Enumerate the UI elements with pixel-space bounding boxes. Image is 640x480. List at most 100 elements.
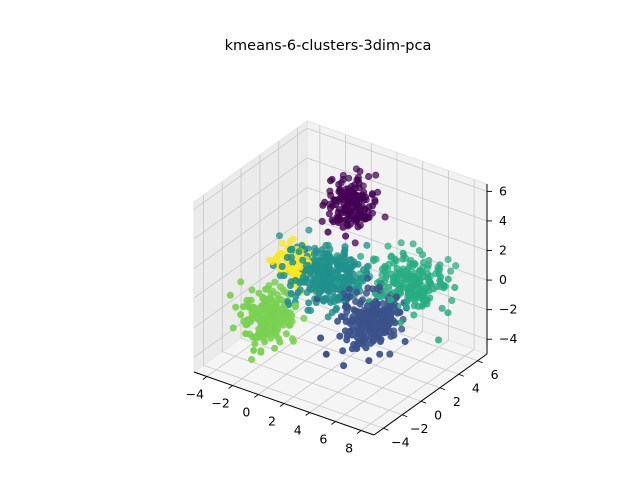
data-point-cluster-1 — [364, 274, 372, 282]
z-tick-label: 0 — [499, 272, 507, 287]
data-point-cluster-3 — [387, 252, 395, 260]
z-grid-left — [193, 187, 308, 269]
data-point-cluster-2 — [298, 242, 306, 250]
data-point-cluster-2 — [305, 299, 313, 307]
data-point-cluster-3 — [444, 309, 452, 317]
data-point-cluster-0 — [355, 204, 363, 212]
data-point-cluster-0 — [339, 223, 347, 231]
data-point-cluster-1 — [369, 337, 377, 345]
data-point-cluster-2 — [312, 260, 320, 268]
data-point-cluster-2 — [335, 293, 343, 301]
data-point-cluster-4 — [255, 311, 263, 319]
data-point-cluster-0 — [354, 223, 362, 231]
data-point-cluster-4 — [255, 325, 263, 333]
y-tick-label: −4 — [391, 434, 409, 449]
x-tick-label: 4 — [294, 423, 302, 438]
data-point-cluster-3 — [413, 290, 421, 298]
data-point-cluster-0 — [355, 184, 363, 192]
z-tick-label: 4 — [499, 213, 507, 228]
data-point-cluster-3 — [378, 265, 386, 273]
x-tick — [202, 376, 208, 380]
data-point-cluster-2 — [340, 253, 348, 261]
data-point-cluster-4 — [255, 289, 263, 297]
data-point-cluster-1 — [391, 319, 399, 327]
data-point-cluster-4 — [260, 338, 268, 346]
data-point-cluster-3 — [387, 296, 395, 304]
y-tick — [402, 414, 408, 418]
data-point-cluster-2 — [324, 313, 332, 321]
data-point-cluster-4 — [265, 306, 273, 314]
data-point-cluster-2 — [295, 248, 303, 256]
data-point-cluster-2 — [285, 301, 293, 309]
y-tick — [383, 427, 389, 431]
data-point-cluster-0 — [372, 171, 380, 179]
data-point-cluster-4 — [237, 278, 245, 286]
data-point-cluster-3 — [404, 289, 412, 297]
data-point-cluster-3 — [444, 255, 452, 263]
data-point-cluster-2 — [324, 241, 332, 249]
data-point-cluster-2 — [325, 262, 333, 270]
data-point-cluster-3 — [390, 259, 398, 267]
data-point-cluster-1 — [359, 322, 367, 330]
data-point-cluster-1 — [392, 293, 400, 301]
gridlines — [193, 125, 488, 431]
y-tick-label: 2 — [453, 394, 461, 409]
data-point-cluster-1 — [345, 285, 353, 293]
data-point-cluster-4 — [276, 283, 284, 291]
data-point-cluster-2 — [332, 304, 340, 312]
data-point-cluster-2 — [299, 256, 307, 264]
y-tick — [477, 360, 483, 364]
data-point-cluster-3 — [399, 255, 407, 263]
x-tick — [356, 430, 362, 434]
x-grid-floor — [309, 331, 423, 413]
x-tick-label: 0 — [242, 405, 250, 420]
data-point-cluster-5 — [278, 239, 286, 247]
data-point-cluster-1 — [376, 350, 384, 358]
data-point-cluster-1 — [322, 350, 330, 358]
data-point-cluster-2 — [322, 280, 330, 288]
data-point-cluster-4 — [291, 302, 299, 310]
data-point-cluster-2 — [325, 287, 333, 295]
data-point-cluster-4 — [279, 303, 287, 311]
data-point-cluster-2 — [349, 270, 357, 278]
data-point-cluster-2 — [328, 275, 336, 283]
x-tick — [228, 385, 233, 389]
data-point-cluster-2 — [278, 262, 286, 270]
data-point-cluster-2 — [286, 246, 294, 254]
data-point-cluster-4 — [265, 315, 273, 323]
data-point-cluster-2 — [311, 280, 319, 288]
data-point-cluster-1 — [371, 327, 379, 335]
data-point-cluster-4 — [270, 326, 278, 334]
data-point-cluster-0 — [318, 217, 326, 225]
data-point-cluster-3 — [452, 262, 460, 270]
data-point-cluster-2 — [287, 289, 295, 297]
data-point-cluster-4 — [250, 346, 258, 354]
data-point-cluster-1 — [348, 331, 356, 339]
y-tick-label: −2 — [410, 421, 428, 436]
data-point-cluster-0 — [351, 239, 359, 247]
data-point-cluster-3 — [447, 267, 455, 275]
data-point-cluster-4 — [263, 296, 271, 304]
x-tick — [305, 412, 310, 416]
data-point-cluster-4 — [226, 291, 234, 299]
data-point-cluster-1 — [355, 308, 363, 316]
data-point-cluster-1 — [393, 309, 401, 317]
data-point-cluster-2 — [363, 241, 371, 249]
data-point-cluster-3 — [414, 302, 422, 310]
data-point-cluster-0 — [338, 196, 346, 204]
data-point-cluster-2 — [297, 277, 305, 285]
data-point-cluster-3 — [397, 239, 405, 247]
data-point-cluster-5 — [288, 269, 296, 277]
data-point-cluster-4 — [282, 330, 290, 338]
data-point-cluster-4 — [260, 329, 268, 337]
data-point-cluster-2 — [294, 288, 302, 296]
y-grid-floor — [240, 337, 422, 402]
data-point-cluster-1 — [340, 362, 348, 370]
x-tick — [254, 394, 259, 398]
data-point-cluster-3 — [444, 275, 452, 283]
data-point-cluster-1 — [375, 311, 383, 319]
data-point-cluster-1 — [336, 332, 344, 340]
data-point-cluster-1 — [363, 302, 371, 310]
y-grid-floor — [259, 324, 441, 389]
